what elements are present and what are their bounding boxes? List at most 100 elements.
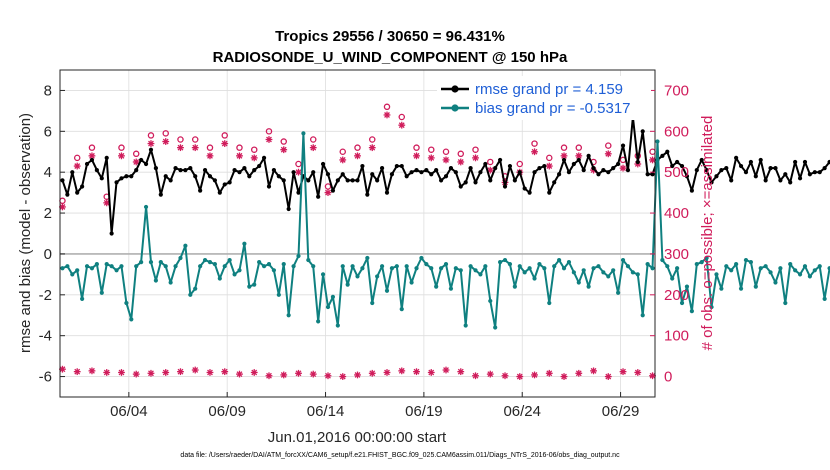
rmse-point [389, 172, 395, 177]
bias-point [468, 264, 473, 269]
bias-point [188, 292, 193, 297]
obs-lower-marker-stroke [546, 370, 553, 377]
obs-assimilated-marker-stroke [310, 144, 317, 151]
obs-assimilated-marker [118, 152, 125, 160]
rmse-point [168, 178, 173, 183]
rmse-point [443, 174, 449, 179]
rmse-point [689, 188, 694, 193]
legend-bias-label: bias grand pr = -0.5317 [475, 100, 631, 117]
rmse-point [601, 168, 606, 173]
rmse-point [143, 161, 149, 167]
obs-lower-marker-stroke [384, 369, 390, 376]
bias-point [94, 262, 99, 267]
right-tick-label: 100 [664, 328, 689, 345]
rmse-point [340, 172, 345, 177]
obs-assimilated-marker-stroke [457, 159, 464, 165]
obs-possible-marker [206, 144, 214, 151]
obs-lower-marker-stroke [280, 372, 287, 378]
left-tick-label: 4 [44, 164, 52, 181]
bias-point [296, 253, 301, 259]
left-tick-label: -4 [39, 328, 52, 345]
rmse-point [704, 168, 709, 173]
obs-lower-marker-stroke [369, 370, 376, 377]
bias-point [532, 276, 537, 281]
obs-lower-marker [531, 371, 538, 379]
rmse-point [758, 157, 763, 163]
obs-assimilated-marker-stroke [280, 146, 287, 153]
bias-point [75, 268, 80, 273]
bias-point [812, 268, 817, 273]
rmse-point [581, 168, 586, 173]
bias-point [758, 266, 763, 271]
bias-point [384, 288, 390, 293]
bias-point [375, 274, 380, 279]
obs-assimilated-marker-stroke [369, 144, 376, 151]
rmse-point [330, 188, 336, 193]
rmse-point [448, 166, 454, 171]
rmse-point [89, 157, 95, 163]
obs-assimilated-marker-stroke [428, 154, 435, 161]
rmse-point [586, 153, 591, 158]
obs-assimilated-marker [236, 152, 243, 160]
bias-point [502, 257, 508, 263]
obs-lower-marker-stroke [605, 373, 612, 380]
rmse-point [719, 168, 724, 173]
obs-assimilated-marker-stroke [236, 152, 243, 159]
obs-lower-marker [486, 370, 494, 378]
bias-point [183, 243, 188, 248]
bias-point [198, 264, 203, 269]
legend-rmse-marker [451, 85, 459, 93]
right-tick-label: 0 [664, 369, 672, 386]
left-axis-ticks: -6 -4 -2 0 2 4 6 8 [39, 82, 65, 386]
obs-lower-marker-stroke [103, 369, 110, 376]
bias-point [414, 266, 419, 271]
obs-lower-marker [368, 369, 376, 377]
bias-point [237, 268, 242, 273]
x-tick-label: 06/04 [110, 403, 148, 420]
chart-title-line2: RADIOSONDE_U_WIND_COMPONENT @ 150 hPa [213, 49, 568, 66]
bias-point [714, 272, 719, 277]
bias-point [734, 262, 739, 267]
obs-lower-marker-stroke [634, 369, 641, 376]
bias-point [478, 272, 483, 277]
bias-point [124, 300, 129, 306]
obs-possible-marker [177, 136, 184, 143]
bias-point [212, 262, 217, 267]
obs-assimilated-marker-stroke [74, 163, 81, 169]
bias-point [232, 272, 237, 277]
series-lines [60, 114, 830, 330]
bias-point [143, 204, 149, 210]
rmse-point [734, 155, 739, 160]
bias-point [778, 266, 783, 271]
obs-lower-marker [398, 367, 406, 375]
obs-assimilated-marker-stroke [177, 144, 184, 151]
x-tick-label: 06/24 [503, 403, 541, 420]
obs-possible-marker [354, 144, 361, 151]
rmse-point [261, 155, 267, 160]
bias-point [330, 294, 336, 299]
rmse-point [498, 157, 503, 163]
obs-lower-marker [162, 369, 170, 376]
rmse-point [153, 166, 158, 171]
bias-point [571, 270, 576, 275]
bias-point [689, 309, 694, 314]
rmse-point [797, 176, 803, 181]
bias-point [399, 307, 404, 312]
bias-point [522, 270, 527, 275]
rmse-point [679, 163, 685, 169]
obs-lower-marker-stroke [177, 368, 184, 375]
obs-lower-marker-stroke [339, 373, 346, 380]
bias-point [655, 139, 660, 144]
rmse-point [311, 170, 316, 175]
rmse-point [345, 178, 350, 183]
bias-point [345, 282, 350, 287]
obs-assimilated-marker-stroke [339, 157, 346, 163]
bias-point [709, 304, 714, 310]
rmse-point [571, 161, 576, 167]
rmse-point [173, 166, 178, 171]
right-tick-label: 200 [664, 287, 689, 304]
rmse-point [660, 153, 665, 158]
obs-possible-marker [383, 103, 391, 111]
obs-assimilated-marker [221, 140, 229, 147]
obs-possible-marker [162, 130, 169, 137]
